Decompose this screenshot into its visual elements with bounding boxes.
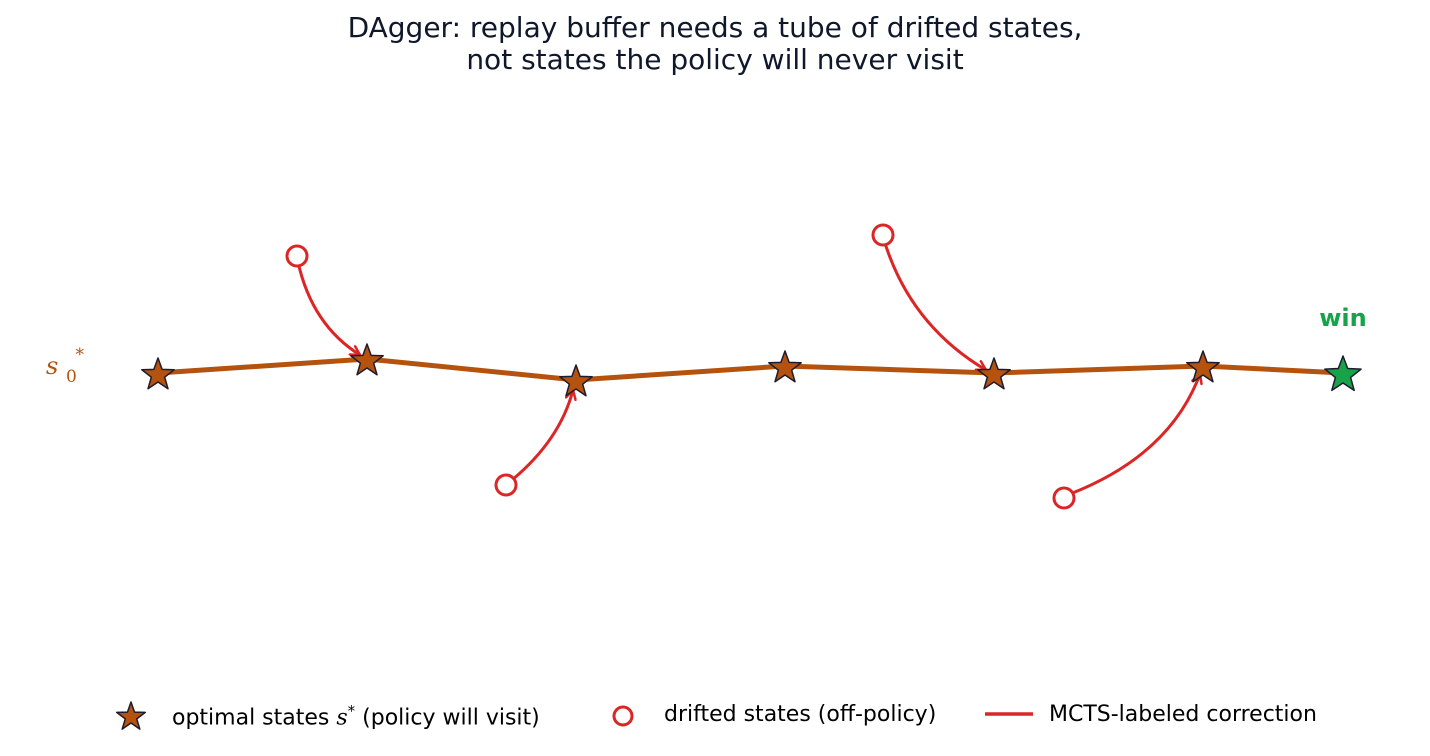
diagram-title: DAgger: replay buffer needs a tube of dr… bbox=[0, 12, 1430, 76]
optimal-state-star bbox=[559, 364, 593, 397]
goal-state-star bbox=[1324, 355, 1362, 392]
legend-optimal-prefix: optimal states bbox=[172, 705, 337, 731]
start-label-base: s bbox=[46, 352, 58, 380]
legend-optimal-label: optimal states s* (policy will visit) bbox=[172, 702, 540, 730]
drifted-state bbox=[494, 473, 518, 497]
correction-arrow-4 bbox=[1069, 374, 1200, 496]
optimal-state-star bbox=[350, 343, 384, 376]
goal-label: win bbox=[1319, 304, 1366, 332]
legend: optimal states s* (policy will visit) dr… bbox=[0, 690, 1430, 740]
drifted-state bbox=[285, 244, 309, 268]
legend-optimal-sup: * bbox=[347, 702, 356, 720]
optimal-trajectory-line bbox=[155, 356, 1346, 383]
drifted-state bbox=[1052, 486, 1076, 510]
correction-arrow-1 bbox=[296, 261, 360, 357]
correction-arrow-3 bbox=[882, 239, 986, 372]
legend-optimal-symbol: s bbox=[336, 705, 348, 731]
start-state-label: s 0 * bbox=[46, 345, 84, 388]
optimal-state-star bbox=[1186, 350, 1220, 383]
optimal-state-star bbox=[141, 357, 175, 390]
trajectory-diagram: s 0 * win bbox=[46, 223, 1367, 510]
start-label-sup: * bbox=[75, 345, 84, 365]
drifted-state bbox=[871, 223, 895, 247]
legend-drifted-label: drifted states (off-policy) bbox=[664, 702, 937, 727]
circle-icon bbox=[612, 705, 634, 727]
correction-arrow-2 bbox=[511, 390, 573, 482]
star-icon bbox=[115, 701, 147, 730]
start-label-sub: 0 bbox=[66, 367, 77, 387]
optimal-state-star bbox=[977, 357, 1011, 390]
line-icon bbox=[985, 712, 1033, 716]
title-line-2: not states the policy will never visit bbox=[466, 43, 964, 76]
title-line-1: DAgger: replay buffer needs a tube of dr… bbox=[347, 11, 1083, 44]
optimal-state-star bbox=[768, 350, 802, 383]
legend-optimal-suffix: (policy will visit) bbox=[355, 705, 540, 731]
legend-correction-label: MCTS-labeled correction bbox=[1049, 702, 1317, 727]
